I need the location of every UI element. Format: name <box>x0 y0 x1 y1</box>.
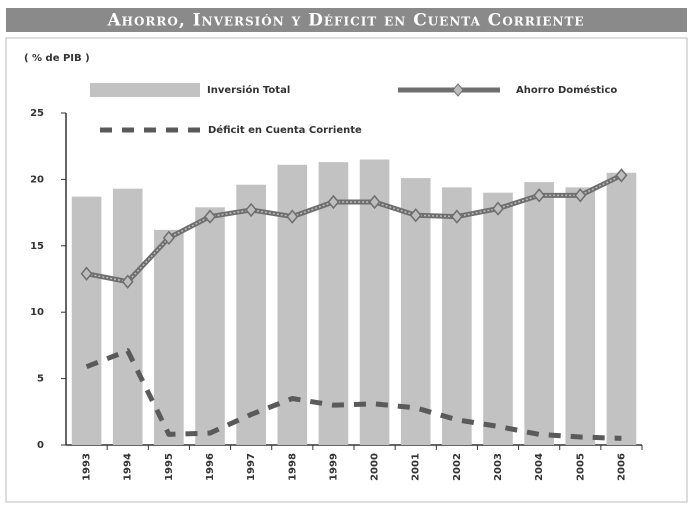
line-marker <box>245 202 258 218</box>
x-tick-label: 2006 <box>616 453 627 481</box>
y-tick-label: 0 <box>37 440 44 451</box>
x-tick-label: 2002 <box>452 453 463 481</box>
x-tick-label: 1995 <box>164 453 175 481</box>
line-marker <box>286 209 299 224</box>
x-tick-label: 2004 <box>534 453 545 481</box>
y-tick-label: 20 <box>30 174 44 185</box>
y-axis-label: ( % de PIB ) <box>24 53 90 64</box>
x-tick-label: 1999 <box>328 453 339 481</box>
x-tick-label: 2003 <box>493 453 504 481</box>
chart-title: Ahorro, Inversión y Déficit en Cuenta Co… <box>106 11 584 31</box>
y-tick-label: 15 <box>30 241 44 252</box>
line-marker <box>368 194 381 210</box>
chart-frame <box>5 37 688 503</box>
y-tick-label: 5 <box>37 374 44 385</box>
bar <box>195 207 225 445</box>
legend-marker <box>452 83 464 97</box>
series-line <box>85 348 622 441</box>
bar <box>442 187 472 446</box>
bar <box>483 192 513 445</box>
line-marker <box>204 209 216 224</box>
x-tick-label: 2001 <box>411 453 422 481</box>
series-line-inner <box>86 174 622 283</box>
y-tick-label: 25 <box>30 108 44 119</box>
x-tick-label: 1994 <box>123 453 134 481</box>
line-marker <box>533 188 546 203</box>
x-tick-label: 2000 <box>370 453 381 481</box>
y-tick-label: 10 <box>30 307 44 318</box>
line-marker <box>162 230 175 246</box>
line-marker <box>121 274 134 289</box>
bar <box>112 188 143 446</box>
legend-label: Ahorro Doméstico <box>516 84 617 96</box>
x-tick-label: 2005 <box>575 453 586 481</box>
x-tick-label: 1993 <box>82 453 93 481</box>
bar <box>318 162 349 446</box>
x-tick-label: 1998 <box>287 453 298 481</box>
title-bar <box>6 8 687 32</box>
bar <box>565 187 596 446</box>
line-marker <box>80 266 93 281</box>
legend-label: Inversión Total <box>207 84 290 96</box>
line-marker <box>492 201 504 216</box>
bar <box>606 172 637 445</box>
line-marker <box>327 194 340 210</box>
bar <box>277 164 308 446</box>
x-tick-label: 1997 <box>246 453 257 481</box>
bar <box>71 196 102 445</box>
bar <box>524 182 554 445</box>
bar <box>236 184 266 445</box>
line-marker <box>450 209 463 224</box>
legend-swatch <box>90 83 200 97</box>
line-marker <box>574 188 587 203</box>
line-marker <box>409 208 422 223</box>
line-marker <box>615 168 628 183</box>
bar <box>400 178 431 445</box>
x-tick-label: 1996 <box>205 453 216 481</box>
legend-label: Déficit en Cuenta Corriente <box>208 124 362 136</box>
